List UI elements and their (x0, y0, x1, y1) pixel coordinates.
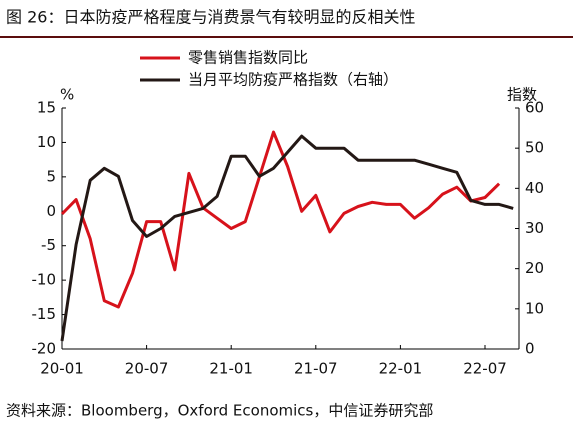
y2-tick-label: 10 (525, 299, 544, 317)
y2-tick-label: 60 (525, 99, 544, 117)
y2-tick-label: 0 (525, 340, 535, 358)
chart-title: 图 26：日本防疫严格程度与消费景气有较明显的反相关性 (6, 8, 415, 27)
x-tick-label: 20-07 (125, 360, 169, 378)
series-line (60, 134, 514, 342)
y2-tick-label: 50 (525, 139, 544, 157)
x-tick-label: 20-01 (40, 360, 84, 378)
x-tick-label: 21-07 (294, 360, 338, 378)
y-tick-label: -15 (32, 305, 57, 323)
y-tick-label: 10 (37, 133, 56, 151)
y-tick-label: -20 (32, 340, 57, 358)
y2-axis-label: 指数 (507, 86, 537, 104)
series-line (60, 130, 501, 309)
y-tick-label: 15 (37, 99, 56, 117)
y-tick-label: 0 (46, 202, 56, 220)
y-tick-label: 5 (46, 167, 56, 185)
y2-tick-label: 40 (525, 179, 544, 197)
x-tick-label: 21-01 (209, 360, 253, 378)
legend-label: 当月平均防疫严格指数（右轴） (188, 71, 398, 89)
x-tick-label: 22-01 (379, 360, 423, 378)
source-note: 资料来源：Bloomberg，Oxford Economics，中信证券研究部 (6, 402, 433, 420)
x-tick-label: 22-07 (463, 360, 507, 378)
y2-tick-label: 30 (525, 219, 544, 237)
y-axis-label: % (60, 86, 74, 104)
legend-label: 零售销售指数同比 (188, 49, 308, 67)
y2-tick-label: 20 (525, 259, 544, 277)
y-tick-label: -5 (41, 236, 56, 254)
y-tick-label: -10 (32, 271, 57, 289)
